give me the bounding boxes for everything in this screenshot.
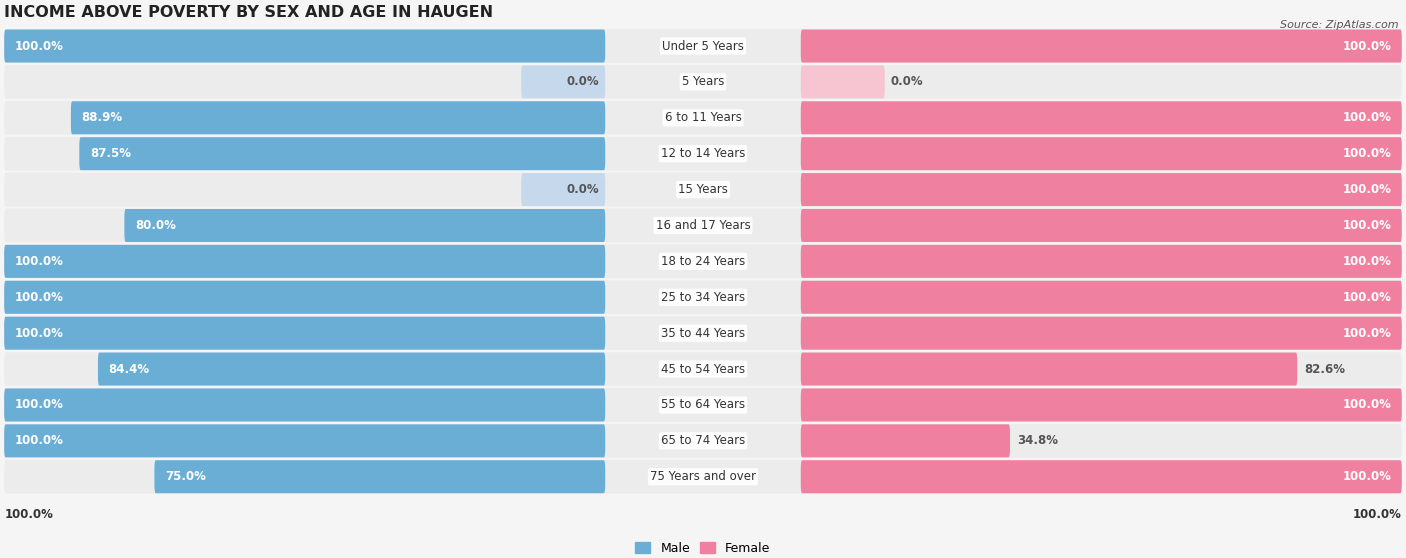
Text: 45 to 54 Years: 45 to 54 Years	[661, 363, 745, 376]
Text: 100.0%: 100.0%	[14, 40, 63, 52]
Text: 87.5%: 87.5%	[90, 147, 131, 160]
Text: 18 to 24 Years: 18 to 24 Years	[661, 255, 745, 268]
Text: 35 to 44 Years: 35 to 44 Years	[661, 326, 745, 340]
Text: 0.0%: 0.0%	[567, 75, 599, 88]
Text: 75.0%: 75.0%	[165, 470, 205, 483]
FancyBboxPatch shape	[4, 101, 1402, 134]
Text: 84.4%: 84.4%	[108, 363, 149, 376]
FancyBboxPatch shape	[801, 353, 1298, 386]
Text: 100.0%: 100.0%	[1343, 291, 1392, 304]
FancyBboxPatch shape	[801, 65, 884, 98]
Text: 0.0%: 0.0%	[890, 75, 922, 88]
Text: 100.0%: 100.0%	[1353, 508, 1402, 521]
Text: 55 to 64 Years: 55 to 64 Years	[661, 398, 745, 411]
FancyBboxPatch shape	[522, 65, 605, 98]
Text: 100.0%: 100.0%	[1343, 255, 1392, 268]
Text: 100.0%: 100.0%	[4, 508, 53, 521]
Text: 12 to 14 Years: 12 to 14 Years	[661, 147, 745, 160]
Text: 82.6%: 82.6%	[1305, 363, 1346, 376]
Text: 25 to 34 Years: 25 to 34 Years	[661, 291, 745, 304]
FancyBboxPatch shape	[801, 460, 1402, 493]
Text: 100.0%: 100.0%	[1343, 147, 1392, 160]
Text: 100.0%: 100.0%	[1343, 40, 1392, 52]
FancyBboxPatch shape	[155, 460, 605, 493]
Text: 6 to 11 Years: 6 to 11 Years	[665, 111, 741, 124]
FancyBboxPatch shape	[4, 281, 1402, 314]
FancyBboxPatch shape	[801, 173, 1402, 206]
FancyBboxPatch shape	[4, 30, 605, 62]
FancyBboxPatch shape	[801, 30, 1402, 62]
Text: 100.0%: 100.0%	[1343, 183, 1392, 196]
Text: 100.0%: 100.0%	[1343, 326, 1392, 340]
Text: 88.9%: 88.9%	[82, 111, 122, 124]
Text: 100.0%: 100.0%	[1343, 111, 1392, 124]
Text: 15 Years: 15 Years	[678, 183, 728, 196]
FancyBboxPatch shape	[522, 173, 605, 206]
FancyBboxPatch shape	[4, 424, 1402, 458]
FancyBboxPatch shape	[801, 388, 1402, 421]
Text: 0.0%: 0.0%	[567, 183, 599, 196]
FancyBboxPatch shape	[98, 353, 605, 386]
Text: 65 to 74 Years: 65 to 74 Years	[661, 434, 745, 448]
Text: 34.8%: 34.8%	[1017, 434, 1057, 448]
FancyBboxPatch shape	[4, 388, 1402, 422]
FancyBboxPatch shape	[4, 245, 605, 278]
Text: 80.0%: 80.0%	[135, 219, 176, 232]
FancyBboxPatch shape	[801, 137, 1402, 170]
FancyBboxPatch shape	[4, 281, 605, 314]
Text: 100.0%: 100.0%	[1343, 219, 1392, 232]
FancyBboxPatch shape	[4, 173, 1402, 206]
Text: 100.0%: 100.0%	[1343, 398, 1392, 411]
Text: 100.0%: 100.0%	[14, 291, 63, 304]
FancyBboxPatch shape	[801, 281, 1402, 314]
FancyBboxPatch shape	[4, 316, 605, 350]
FancyBboxPatch shape	[801, 316, 1402, 350]
Text: 100.0%: 100.0%	[14, 398, 63, 411]
FancyBboxPatch shape	[4, 137, 1402, 171]
FancyBboxPatch shape	[4, 388, 605, 421]
FancyBboxPatch shape	[4, 316, 1402, 350]
FancyBboxPatch shape	[79, 137, 605, 170]
Text: 5 Years: 5 Years	[682, 75, 724, 88]
FancyBboxPatch shape	[801, 424, 1010, 458]
Legend: Male, Female: Male, Female	[630, 537, 776, 558]
FancyBboxPatch shape	[4, 244, 1402, 278]
FancyBboxPatch shape	[801, 209, 1402, 242]
Text: 75 Years and over: 75 Years and over	[650, 470, 756, 483]
Text: Under 5 Years: Under 5 Years	[662, 40, 744, 52]
Text: 100.0%: 100.0%	[14, 434, 63, 448]
FancyBboxPatch shape	[124, 209, 605, 242]
FancyBboxPatch shape	[4, 65, 1402, 99]
Text: 100.0%: 100.0%	[14, 326, 63, 340]
FancyBboxPatch shape	[4, 209, 1402, 242]
FancyBboxPatch shape	[801, 102, 1402, 134]
Text: 100.0%: 100.0%	[1343, 470, 1392, 483]
FancyBboxPatch shape	[801, 245, 1402, 278]
FancyBboxPatch shape	[4, 352, 1402, 386]
FancyBboxPatch shape	[4, 29, 1402, 63]
FancyBboxPatch shape	[70, 102, 605, 134]
Text: 16 and 17 Years: 16 and 17 Years	[655, 219, 751, 232]
FancyBboxPatch shape	[4, 424, 605, 458]
Text: INCOME ABOVE POVERTY BY SEX AND AGE IN HAUGEN: INCOME ABOVE POVERTY BY SEX AND AGE IN H…	[4, 5, 494, 20]
Text: Source: ZipAtlas.com: Source: ZipAtlas.com	[1281, 20, 1399, 30]
Text: 100.0%: 100.0%	[14, 255, 63, 268]
FancyBboxPatch shape	[4, 460, 1402, 494]
